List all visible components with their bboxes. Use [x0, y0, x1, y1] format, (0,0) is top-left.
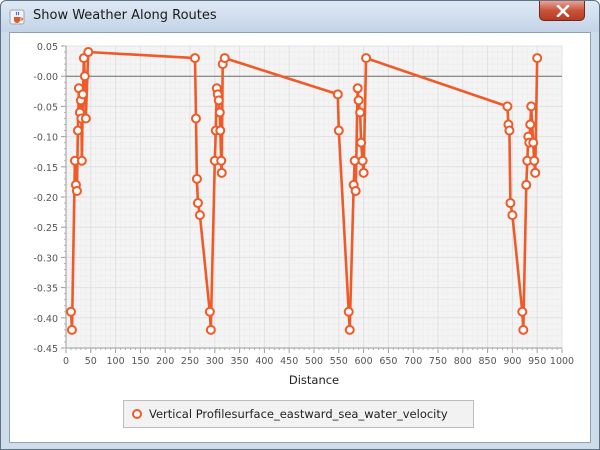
data-point: [521, 179, 532, 190]
data-point: [504, 125, 515, 136]
data-point: [349, 155, 360, 166]
y-tick-label: -0.05: [33, 102, 58, 113]
y-tick-label: -0.15: [33, 163, 58, 174]
data-point: [216, 155, 227, 166]
x-tick-label: 650: [379, 356, 397, 367]
x-tick-label: 200: [156, 356, 174, 367]
data-point: [356, 137, 367, 148]
data-point: [358, 167, 369, 178]
data-point: [192, 198, 203, 209]
close-x-icon: [556, 5, 570, 17]
data-point: [357, 155, 368, 166]
x-tick-label: 1000: [550, 356, 574, 367]
data-point: [350, 185, 361, 196]
data-point: [205, 324, 216, 335]
x-tick-label: 550: [330, 356, 348, 367]
close-button[interactable]: [539, 1, 585, 21]
data-point: [72, 125, 83, 136]
x-tick-label: 50: [85, 356, 97, 367]
data-point: [190, 113, 201, 124]
data-point: [189, 53, 200, 64]
x-axis-title: Distance: [289, 373, 339, 387]
data-point: [355, 107, 366, 118]
data-point: [65, 306, 76, 317]
y-tick-label: -0.20: [33, 193, 58, 204]
data-point: [71, 185, 82, 196]
data-point: [517, 306, 528, 317]
data-point: [219, 53, 230, 64]
data-point: [352, 83, 363, 94]
data-point: [526, 101, 537, 112]
data-point: [332, 89, 343, 100]
x-tick-label: 450: [280, 356, 298, 367]
y-tick-label: -0.45: [33, 344, 58, 355]
data-point: [215, 125, 226, 136]
x-tick-label: 400: [255, 356, 273, 367]
chart-panel: 0.05 -0.00 -0.05 -0.10 -0.15 -0.20 -0.25 -0.30 -…: [9, 32, 591, 443]
x-tick-label: 150: [131, 356, 149, 367]
x-tick-label: 250: [181, 356, 199, 367]
data-point: [502, 101, 513, 112]
data-point: [518, 324, 529, 335]
data-point: [191, 173, 202, 184]
x-tick-label: 350: [231, 356, 249, 367]
y-tick-label: -0.30: [33, 253, 58, 264]
data-point: [343, 306, 354, 317]
data-point: [529, 155, 540, 166]
data-point: [214, 107, 225, 118]
x-tick-label: 750: [429, 356, 447, 367]
data-point: [532, 53, 543, 64]
data-point: [528, 137, 539, 148]
y-tick-label: -0.40: [33, 314, 58, 325]
data-point: [505, 198, 516, 209]
x-tick-label: 950: [528, 356, 546, 367]
data-point: [66, 324, 77, 335]
data-point: [80, 113, 91, 124]
data-point: [344, 324, 355, 335]
data-point: [76, 155, 87, 166]
x-tick-label: 0: [63, 356, 69, 367]
y-tick-label: -0.10: [33, 133, 58, 144]
x-tick-label: 300: [206, 356, 224, 367]
title-bar[interactable]: Show Weather Along Routes: [1, 1, 599, 32]
x-tick-label: 850: [479, 356, 497, 367]
data-point: [507, 210, 518, 221]
window-title: Show Weather Along Routes: [33, 8, 217, 23]
data-point: [194, 210, 205, 221]
data-point: [525, 119, 536, 130]
x-tick-label: 800: [454, 356, 472, 367]
data-point: [361, 53, 372, 64]
data-point: [333, 125, 344, 136]
y-tick-label: 0.05: [37, 42, 58, 53]
data-point: [79, 71, 90, 82]
chart-legend: Vertical Profilesurface_eastward_sea_wat…: [123, 400, 474, 428]
data-point: [530, 167, 541, 178]
line-chart: 0.05 -0.00 -0.05 -0.10 -0.15 -0.20 -0.25 -0.30 -…: [33, 42, 574, 387]
x-tick-label: 100: [107, 356, 125, 367]
data-point: [83, 47, 94, 58]
y-tick-label: -0.25: [33, 223, 58, 234]
data-point: [353, 95, 364, 106]
java-cup-icon: [9, 9, 25, 25]
x-tick-label: 500: [305, 356, 323, 367]
x-tick-label: 700: [404, 356, 422, 367]
y-tick-label: -0.00: [33, 72, 58, 83]
y-tick-label: -0.35: [33, 284, 58, 295]
legend-marker-icon: [132, 409, 142, 419]
legend-label: Vertical Profilesurface_eastward_sea_wat…: [149, 407, 448, 421]
x-tick-label: 900: [503, 356, 521, 367]
x-tick-label: 600: [355, 356, 373, 367]
data-point: [213, 95, 224, 106]
data-point: [204, 306, 215, 317]
data-point: [77, 89, 88, 100]
data-point: [216, 167, 227, 178]
